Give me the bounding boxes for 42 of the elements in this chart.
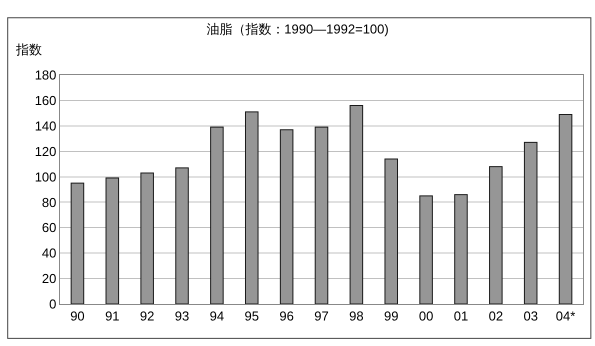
bar (384, 158, 398, 304)
bar (244, 111, 259, 304)
bar (210, 126, 224, 304)
x-tick-label: 03 (523, 308, 538, 324)
y-tick-label: 20 (42, 271, 56, 286)
y-tick-label: 100 (34, 169, 56, 184)
x-tick-label: 92 (140, 308, 154, 324)
y-tick-label: 160 (34, 92, 56, 108)
chart-title: 油脂（指数：1990—1992=100) (206, 21, 389, 36)
x-tick-label: 02 (488, 308, 504, 324)
y-tick-label: 40 (42, 246, 56, 261)
y-tick-label: 180 (34, 68, 56, 83)
x-tick-label: 99 (384, 308, 398, 324)
bar (140, 172, 154, 304)
y-tick-label: 60 (42, 220, 56, 236)
y-tick-label: 140 (34, 118, 56, 134)
x-tick-label: 94 (210, 308, 224, 324)
x-tick-label: 93 (174, 308, 190, 324)
bar (558, 114, 572, 304)
bar (314, 126, 328, 304)
bar (419, 195, 433, 304)
x-tick-label: 00 (418, 308, 434, 324)
x-tick-label: 01 (454, 308, 468, 324)
bar (106, 178, 120, 304)
y-tick-label: 0 (49, 296, 56, 312)
x-tick-label: 98 (349, 308, 364, 324)
bar (350, 105, 364, 304)
bar (524, 142, 538, 304)
y-tick-label: 120 (34, 144, 56, 159)
bar (280, 129, 294, 304)
y-tick-label: 80 (42, 194, 56, 210)
x-tick-label: 90 (70, 308, 85, 324)
x-tick-label: 91 (105, 308, 120, 324)
x-tick-label: 96 (279, 308, 294, 324)
x-tick-label: 95 (244, 308, 260, 324)
x-tick-label: 97 (314, 308, 329, 324)
bar (489, 166, 503, 304)
bar (70, 182, 84, 304)
bar (454, 194, 468, 304)
x-tick-label: 04* (556, 308, 576, 324)
bar (175, 167, 189, 304)
y-axis-title: 指数 (15, 42, 42, 57)
